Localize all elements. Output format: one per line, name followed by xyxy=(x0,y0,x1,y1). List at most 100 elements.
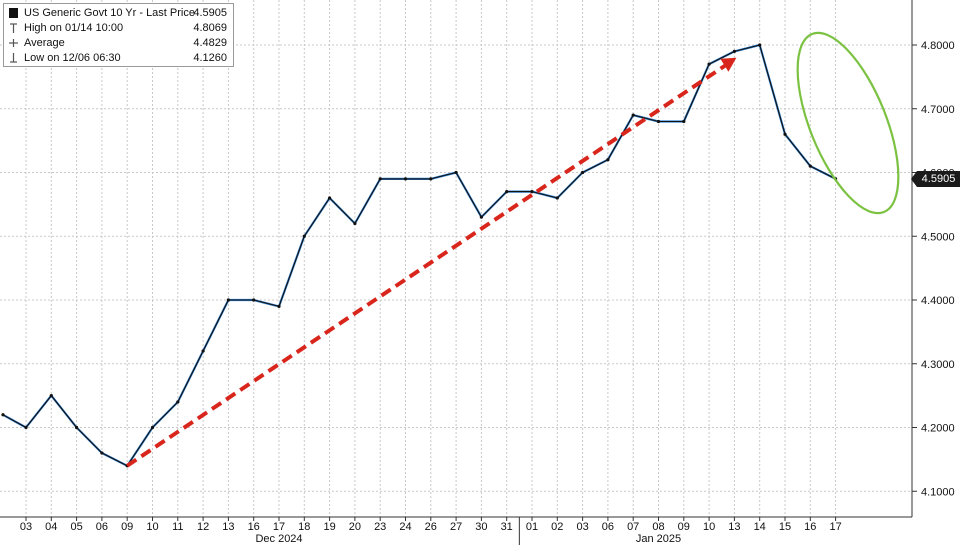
price-point xyxy=(252,298,256,302)
price-point xyxy=(75,425,79,430)
x-tick-label: 30 xyxy=(475,521,487,533)
legend-row-high: High on 01/14 10:00 4.8069 xyxy=(9,21,227,35)
x-tick-label: 08 xyxy=(652,521,664,533)
x-axis: 03 04 05 06 09 10 11 12 13 16 17 18 19 20 23 24 26 27 30 31… xyxy=(0,516,912,545)
price-point xyxy=(328,196,332,200)
price-point xyxy=(150,425,155,430)
legend-row-average: Average 4.4829 xyxy=(9,36,227,50)
price-point xyxy=(100,451,104,455)
x-tick-label: 05 xyxy=(70,521,82,533)
legend-low-label: Low on 12/06 06:30 xyxy=(24,52,121,64)
y-tick-label: 4.5000 xyxy=(921,231,955,243)
legend-series-value: 4.5905 xyxy=(193,7,227,19)
x-tick-label: 10 xyxy=(146,521,158,533)
trend-arrow-head xyxy=(720,57,737,72)
y-tick-label: 4.2000 xyxy=(921,423,955,435)
x-tick-label: 24 xyxy=(399,521,411,533)
x-tick-label: 16 xyxy=(804,521,816,533)
month-label: Jan 2025 xyxy=(636,533,681,545)
x-tick-label: 27 xyxy=(450,521,462,533)
month-label: Dec 2024 xyxy=(255,533,302,545)
x-tick-label: 16 xyxy=(248,521,260,533)
legend-series-label: US Generic Govt 10 Yr - Last Price xyxy=(24,7,195,19)
price-point xyxy=(1,413,5,417)
trend-arrow-line xyxy=(126,63,728,468)
x-tick-label: 09 xyxy=(678,521,690,533)
legend-average-value: 4.4829 xyxy=(193,37,227,49)
x-tick-label: 14 xyxy=(754,521,766,533)
legend-high-value: 4.8069 xyxy=(193,22,227,34)
highlight-ellipse xyxy=(796,31,900,215)
x-tick-label: 01 xyxy=(526,521,538,533)
x-tick-label: 02 xyxy=(551,521,563,533)
price-point xyxy=(429,177,433,181)
x-tick-label: 13 xyxy=(222,521,234,533)
y-tick-label: 4.4000 xyxy=(921,295,955,307)
last-price-badge: 4.5905 xyxy=(911,171,960,187)
price-point xyxy=(176,400,180,404)
y-tick-label: 4.1000 xyxy=(921,486,955,498)
price-point xyxy=(277,304,281,308)
price-point xyxy=(758,43,762,47)
x-tick-label: 09 xyxy=(121,521,133,533)
x-tick-label: 10 xyxy=(703,521,715,533)
x-tick-label: 06 xyxy=(602,521,614,533)
price-line xyxy=(2,44,836,467)
x-tick-label: 06 xyxy=(96,521,108,533)
y-tick-label: 4.8000 xyxy=(921,40,955,52)
price-point xyxy=(302,234,306,238)
price-point xyxy=(606,158,610,162)
price-point xyxy=(808,164,812,168)
price-point xyxy=(581,170,585,175)
price-point xyxy=(555,196,559,200)
price-point xyxy=(49,394,53,398)
price-series xyxy=(1,43,838,468)
x-tick-label: 11 xyxy=(172,521,183,533)
y-axis: 4.80004.70004.60004.50004.40004.30004.20… xyxy=(911,0,955,517)
x-tick-label: 03 xyxy=(20,521,32,533)
price-point xyxy=(353,221,357,226)
legend-high-label: High on 01/14 10:00 xyxy=(24,22,124,34)
price-point xyxy=(530,190,534,194)
x-tick-label: 31 xyxy=(501,521,513,533)
x-tick-label: 12 xyxy=(197,521,209,533)
price-point xyxy=(226,298,230,302)
x-tick-label: 19 xyxy=(323,521,335,533)
y-tick-label: 4.3000 xyxy=(921,359,955,371)
price-point xyxy=(479,215,483,219)
price-point xyxy=(403,177,408,181)
x-tick-label: 26 xyxy=(425,521,437,533)
price-point xyxy=(631,113,635,117)
legend-average-label: Average xyxy=(24,37,65,49)
price-point xyxy=(454,170,458,175)
price-point xyxy=(201,349,205,353)
x-tick-label: 03 xyxy=(576,521,588,533)
low-marker-icon xyxy=(10,53,17,63)
x-tick-label: 18 xyxy=(298,521,310,533)
legend-row-low: Low on 12/06 06:30 4.1260 xyxy=(9,51,227,65)
high-marker-icon xyxy=(10,23,17,33)
price-point xyxy=(505,190,509,194)
x-tick-label: 23 xyxy=(374,521,386,533)
x-tick-label: 17 xyxy=(273,521,285,533)
price-point xyxy=(707,62,711,66)
price-point xyxy=(783,132,787,136)
x-tick-label: 04 xyxy=(45,521,57,533)
x-tick-label: 15 xyxy=(779,521,791,533)
y-tick-label: 4.7000 xyxy=(921,104,955,116)
price-point xyxy=(732,49,737,53)
x-tick-label: 13 xyxy=(728,521,740,533)
price-point xyxy=(682,119,686,124)
legend-low-value: 4.1260 xyxy=(193,52,227,64)
legend: US Generic Govt 10 Yr - Last Price 4.590… xyxy=(3,3,234,67)
series-swatch-icon xyxy=(9,8,18,18)
price-point xyxy=(656,119,661,124)
price-point xyxy=(24,425,28,430)
price-line-highlight xyxy=(2,43,837,467)
price-point xyxy=(378,177,382,181)
x-tick-label: 20 xyxy=(349,521,361,533)
grid-lines xyxy=(0,0,912,517)
x-tick-label: 17 xyxy=(829,521,841,533)
legend-row-series: US Generic Govt 10 Yr - Last Price 4.590… xyxy=(9,6,227,20)
